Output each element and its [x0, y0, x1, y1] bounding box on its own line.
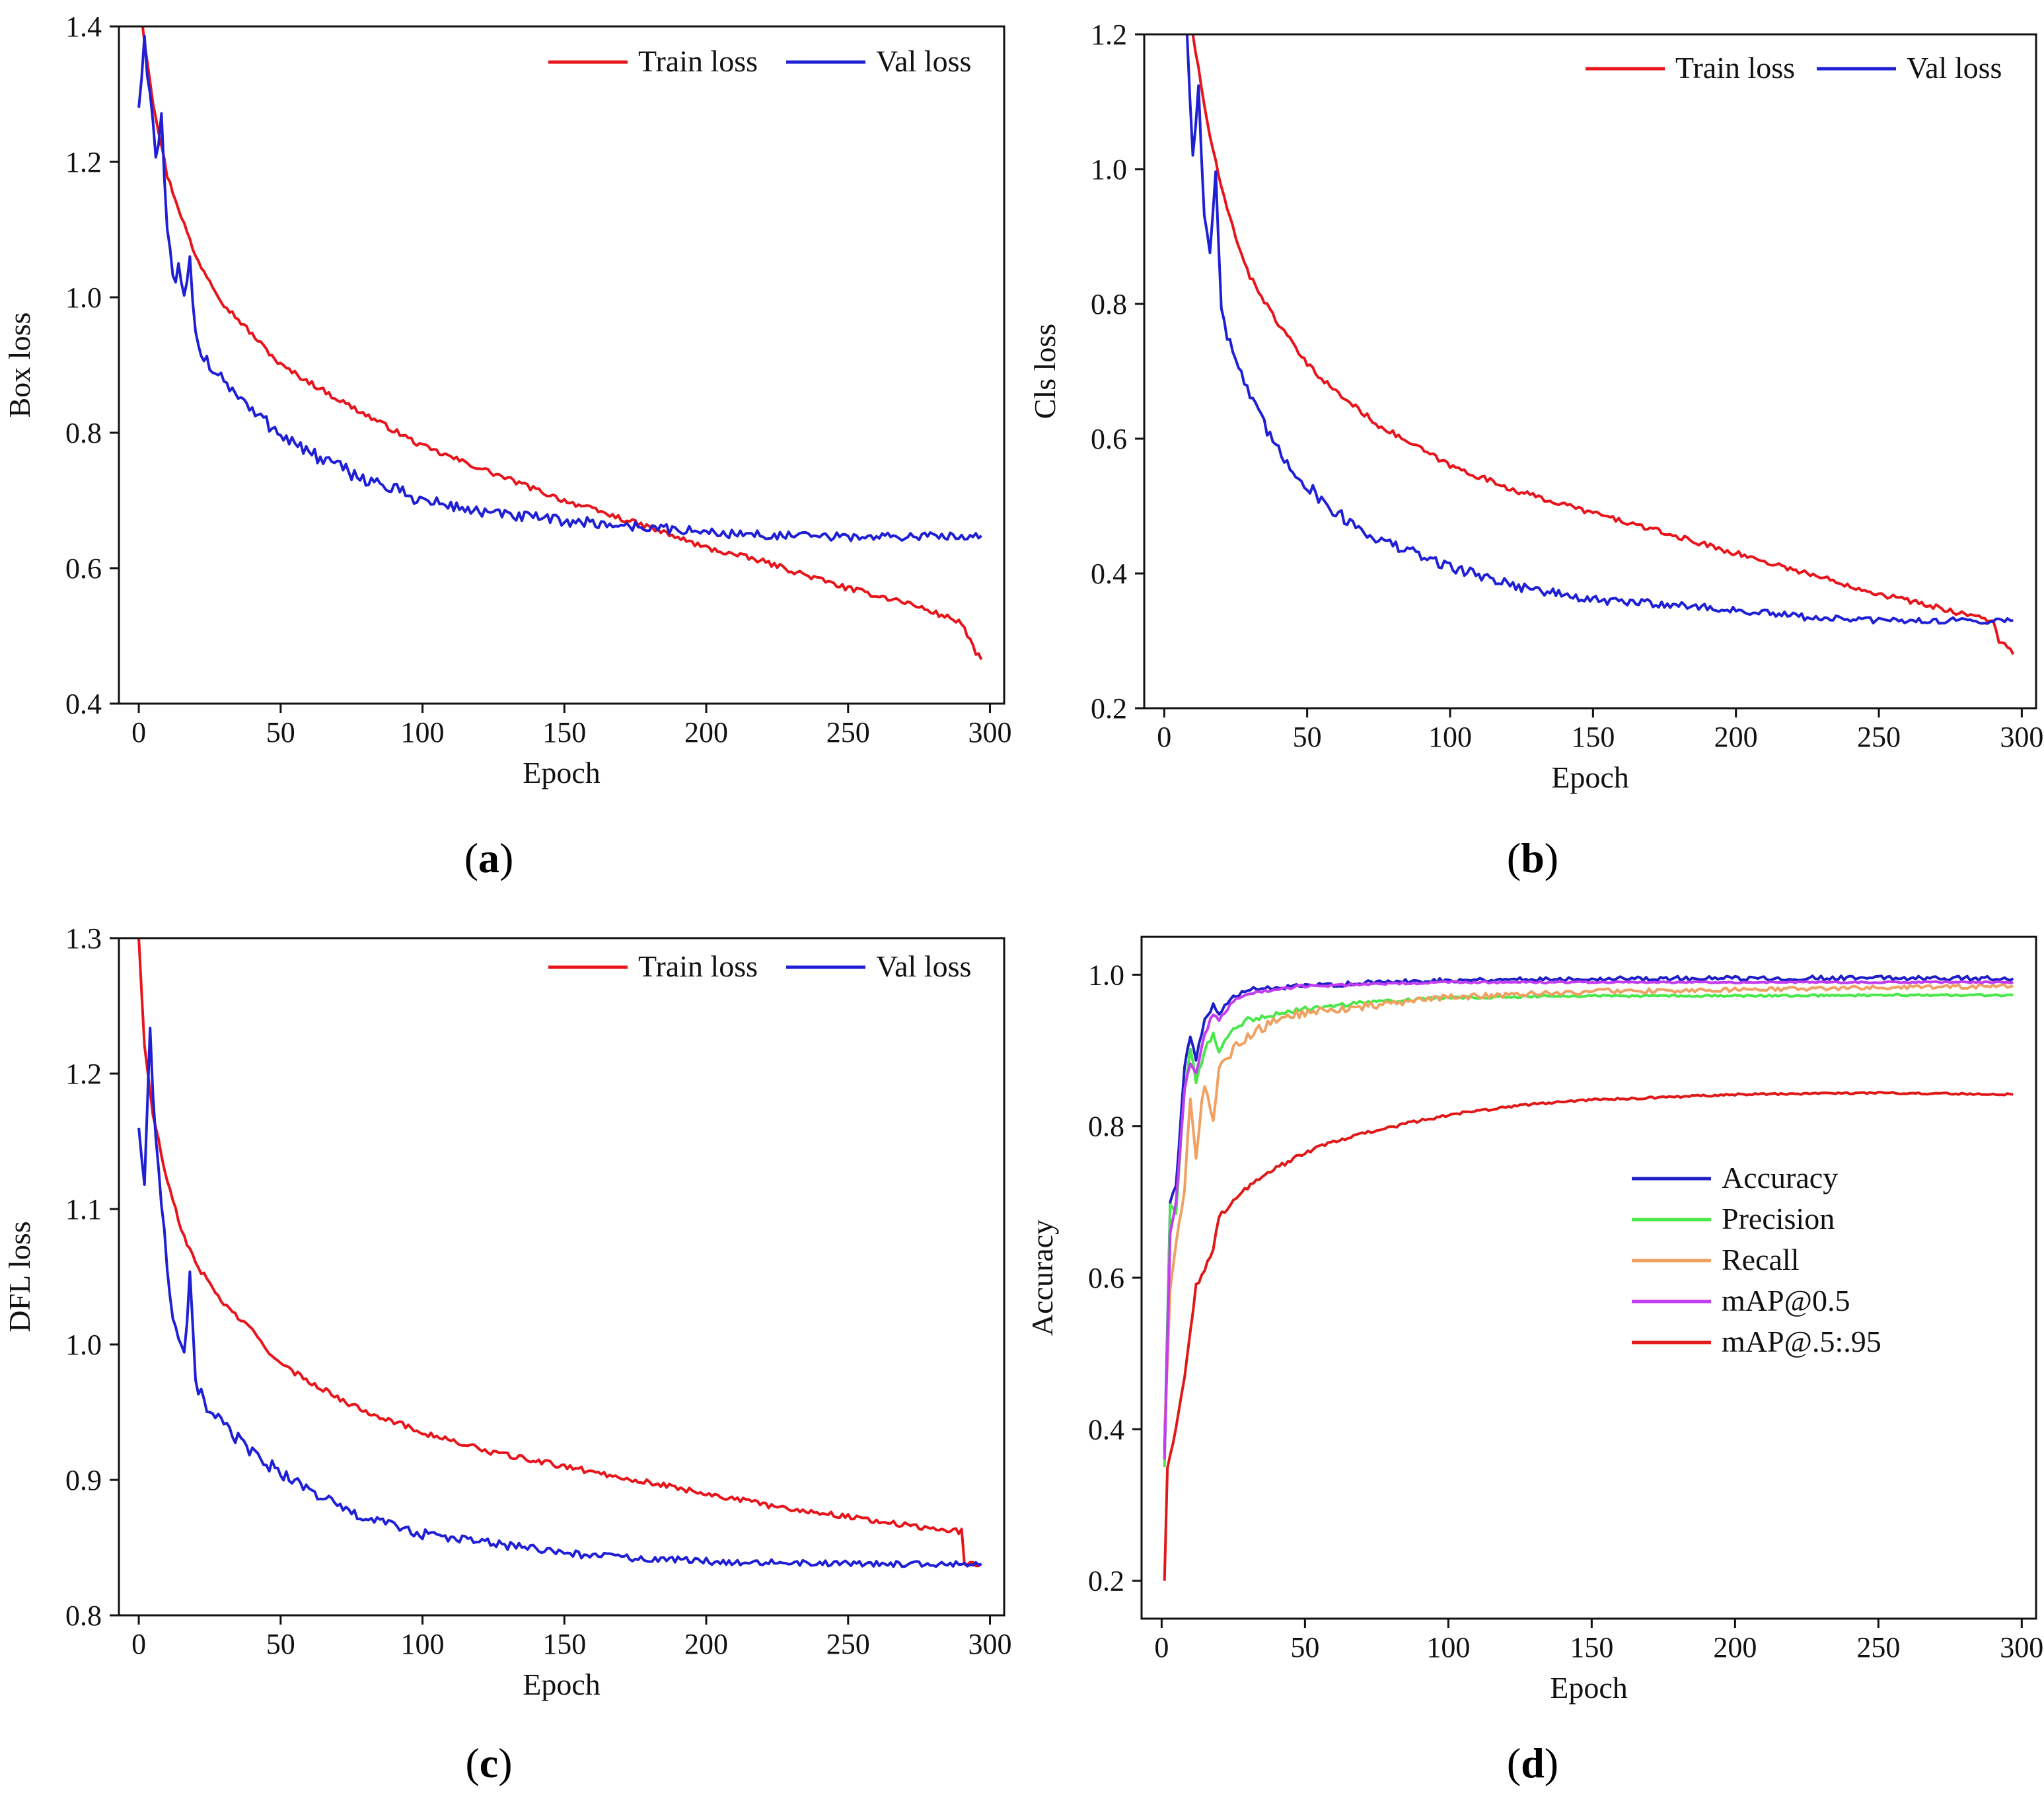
x-tick-label: 0	[131, 1628, 146, 1660]
y-tick-label: 0.8	[65, 1599, 102, 1632]
legend-label-accuracy: Accuracy	[1722, 1161, 1838, 1194]
y-tick-label: 0.4	[65, 688, 102, 720]
y-tick-label: 0.8	[1088, 1111, 1124, 1143]
legend-label-precision: Precision	[1722, 1202, 1835, 1235]
y-tick-label: 0.9	[65, 1464, 102, 1496]
x-tick-label: 0	[1154, 1631, 1169, 1664]
y-tick-label: 0.4	[1091, 558, 1127, 590]
series-line-map-0-5	[1163, 980, 2014, 1460]
x-tick-label: 50	[1293, 721, 1322, 753]
legend-label-val-loss: Val loss	[1907, 51, 2002, 85]
y-tick-label: 0.4	[1088, 1413, 1124, 1446]
y-tick-label: 1.3	[65, 922, 102, 955]
x-tick-label: 300	[2000, 721, 2043, 753]
x-tick-label: 50	[266, 1628, 295, 1660]
panel-label-d: (d)	[1507, 1740, 1558, 1786]
x-tick-label: 200	[684, 1628, 728, 1660]
legend-label-map-0-5: mAP@0.5	[1722, 1284, 1850, 1317]
x-axis-title: Epoch	[523, 1668, 601, 1701]
x-tick-label: 100	[401, 716, 445, 749]
y-tick-label: 1.4	[65, 11, 102, 43]
x-axis-title: Epoch	[1550, 1671, 1628, 1705]
x-tick-label: 100	[1428, 721, 1472, 753]
y-tick-label: 0.8	[1091, 288, 1127, 320]
chart-panel-a: 0 50 100 150 200 250 300 0.4 0.6 0.8 1.0 1.2 1.4 Epoc…	[3, 11, 1012, 789]
x-tick-label: 300	[968, 1628, 1012, 1660]
series-line-train-loss	[1191, 34, 2015, 655]
x-tick-label: 150	[542, 716, 586, 749]
series-line-precision	[1163, 992, 2014, 1467]
x-tick-label: 100	[401, 1628, 445, 1660]
series-line-accuracy	[1163, 974, 2014, 1452]
x-tick-label: 250	[1857, 721, 1901, 753]
x-tick-label: 300	[968, 716, 1012, 749]
series-line-map-5-95	[1163, 1091, 2014, 1581]
legend-label-recall: Recall	[1722, 1243, 1800, 1276]
x-tick-label: 250	[1856, 1631, 1900, 1664]
series-line-train-loss	[137, 938, 982, 1568]
chart-panel-b: 0 50 100 150 200 250 300 0.2 0.4 0.6 0.8 1.0 1.2 Epoc…	[1028, 18, 2043, 794]
x-tick-label: 150	[542, 1628, 586, 1660]
y-axis-title: Cls loss	[1028, 324, 1062, 419]
y-tick-label: 0.2	[1091, 692, 1127, 725]
plot-frame	[1140, 936, 2037, 1620]
plot-frame	[118, 937, 1005, 1617]
x-tick-label: 100	[1426, 1631, 1470, 1664]
x-tick-label: 0	[131, 716, 146, 749]
legend-label-train-loss: Train loss	[638, 949, 758, 983]
x-tick-label: 50	[1290, 1631, 1319, 1664]
y-tick-label: 1.0	[65, 1329, 102, 1361]
y-tick-label: 0.2	[1088, 1565, 1124, 1597]
x-axis-title: Epoch	[1551, 760, 1629, 794]
series-line-val-loss	[137, 34, 982, 542]
legend-label-val-loss: Val loss	[876, 949, 971, 983]
legend-label-train-loss: Train loss	[1675, 51, 1795, 85]
x-tick-label: 50	[266, 716, 295, 749]
legend-label-val-loss: Val loss	[876, 44, 971, 78]
y-tick-label: 1.2	[1091, 18, 1127, 51]
y-tick-label: 1.2	[65, 146, 102, 178]
y-tick-label: 0.6	[1088, 1262, 1124, 1294]
chart-panel-d: 0 50 100 150 200 250 300 0.2 0.4 0.6 0.8 1.0 Epoch Ac…	[1025, 936, 2043, 1705]
x-tick-label: 250	[826, 716, 870, 749]
y-axis-title: DFL loss	[3, 1221, 36, 1332]
series-line-val-loss	[1185, 34, 2014, 625]
plot-frame	[1143, 33, 2037, 710]
y-tick-label: 1.0	[1091, 153, 1127, 186]
panel-label-a: (a)	[464, 834, 514, 881]
y-axis-title: Accuracy	[1025, 1220, 1059, 1336]
y-tick-label: 1.1	[65, 1193, 102, 1226]
x-tick-label: 300	[2000, 1631, 2043, 1664]
legend-label-train-loss: Train loss	[638, 44, 758, 78]
y-tick-label: 1.2	[65, 1058, 102, 1090]
x-axis-title: Epoch	[523, 756, 601, 789]
series-line-recall	[1163, 983, 2014, 1430]
panel-label-b: (b)	[1507, 834, 1558, 881]
y-tick-label: 1.0	[65, 281, 102, 314]
plot-frame	[118, 25, 1005, 705]
legend-label-map-5-95: mAP@.5:.95	[1722, 1325, 1881, 1358]
x-tick-label: 150	[1570, 1631, 1613, 1664]
y-axis-title: Box loss	[3, 312, 36, 418]
series-line-train-loss	[141, 26, 983, 661]
series-line-val-loss	[137, 1027, 982, 1568]
y-tick-label: 0.6	[1091, 423, 1127, 455]
x-tick-label: 200	[684, 716, 728, 749]
y-tick-label: 1.0	[1088, 959, 1124, 991]
x-tick-label: 250	[826, 1628, 870, 1660]
y-tick-label: 0.8	[65, 417, 102, 449]
x-tick-label: 200	[1713, 1631, 1757, 1664]
x-tick-label: 200	[1714, 721, 1758, 753]
panel-label-c: (c)	[465, 1740, 512, 1786]
chart-panel-c: 0 50 100 150 200 250 300 0.8 0.9 1.0 1.1 1.2 1.3 Epoc…	[3, 922, 1012, 1701]
x-tick-label: 150	[1571, 721, 1615, 753]
y-tick-label: 0.6	[65, 552, 102, 585]
x-tick-label: 0	[1157, 721, 1171, 753]
